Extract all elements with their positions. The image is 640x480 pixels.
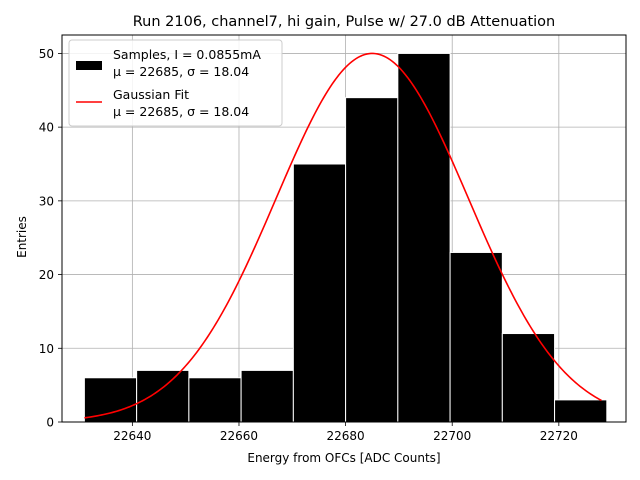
- histogram-bar: [397, 52, 451, 423]
- histogram-bar: [240, 369, 294, 423]
- histogram-bar: [292, 163, 347, 423]
- legend-histogram-label: Samples, I = 0.0855mA: [113, 47, 261, 62]
- legend: Samples, I = 0.0855mA μ = 22685, σ = 18.…: [68, 39, 283, 127]
- y-tick-label: 10: [39, 342, 54, 356]
- chart-title: Run 2106, channel7, hi gain, Pulse w/ 27…: [133, 14, 556, 30]
- y-axis-label: Entries: [15, 216, 29, 258]
- legend-fit-stats: μ = 22685, σ = 18.04: [113, 104, 249, 119]
- legend-box: [68, 39, 283, 127]
- histogram-bar: [554, 399, 608, 423]
- legend-fit-label: Gaussian Fit: [113, 87, 189, 102]
- x-axis-label: Energy from OFCs [ADC Counts]: [247, 451, 440, 465]
- y-tick-label: 0: [46, 416, 54, 430]
- y-tick-label: 20: [39, 268, 54, 282]
- histogram-bar: [449, 251, 503, 423]
- y-axis-ticks: 0 10 20 30 40 50: [39, 47, 62, 430]
- histogram-bar: [83, 377, 138, 423]
- x-tick-label: 22660: [220, 429, 258, 443]
- y-tick-label: 50: [39, 47, 54, 61]
- histogram-bar: [501, 333, 556, 423]
- x-tick-label: 22720: [540, 429, 578, 443]
- y-tick-label: 30: [39, 194, 54, 208]
- x-tick-label: 22700: [433, 429, 471, 443]
- histogram-bar: [136, 369, 190, 423]
- histogram-bar: [345, 97, 399, 423]
- histogram-bar: [188, 377, 242, 423]
- x-tick-label: 22640: [113, 429, 151, 443]
- legend-histogram-swatch: [76, 61, 102, 70]
- x-axis-ticks: 22640 22660 22680 22700 22720: [113, 422, 578, 443]
- histogram-bars: [83, 52, 608, 423]
- x-tick-label: 22680: [327, 429, 365, 443]
- gaussian-fit-curve: [84, 52, 602, 419]
- legend-histogram-stats: μ = 22685, σ = 18.04: [113, 64, 249, 79]
- y-tick-label: 40: [39, 121, 54, 135]
- plot-frame: [61, 34, 627, 423]
